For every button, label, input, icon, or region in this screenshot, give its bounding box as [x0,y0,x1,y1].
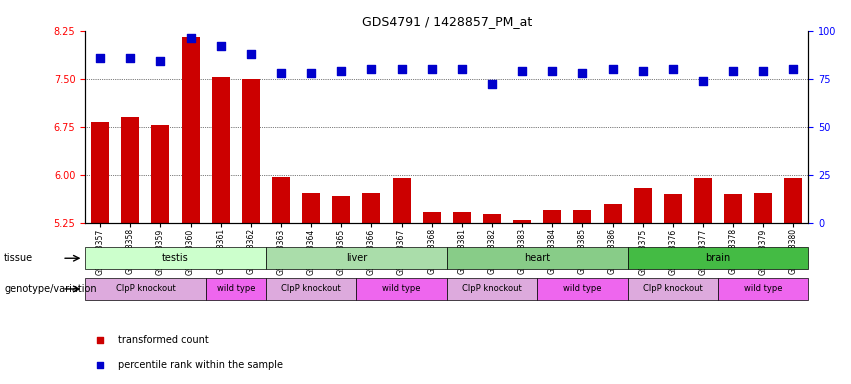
FancyBboxPatch shape [357,278,447,300]
Point [455,66,469,72]
Bar [603,204,621,223]
FancyBboxPatch shape [85,247,266,270]
Text: percentile rank within the sample: percentile rank within the sample [117,360,283,370]
Point [334,68,348,74]
Text: wild type: wild type [216,285,255,293]
Text: wild type: wild type [563,285,602,293]
Bar [363,193,380,223]
Point [305,70,318,76]
Text: ClpP knockout: ClpP knockout [282,285,341,293]
Point [757,68,770,74]
Bar [181,37,200,223]
Point [93,362,106,368]
Point [606,66,620,72]
FancyBboxPatch shape [85,278,206,300]
Point [395,66,408,72]
Text: wild type: wild type [744,285,782,293]
Point [364,66,378,72]
Text: ClpP knockout: ClpP knockout [116,285,175,293]
Bar [694,178,712,223]
FancyBboxPatch shape [447,247,627,270]
Text: ClpP knockout: ClpP knockout [643,285,703,293]
Bar [574,210,591,223]
Text: transformed count: transformed count [117,335,208,345]
Text: tissue: tissue [4,253,33,263]
Title: GDS4791 / 1428857_PM_at: GDS4791 / 1428857_PM_at [362,15,532,28]
Point [274,70,288,76]
FancyBboxPatch shape [266,247,447,270]
Bar [513,220,531,223]
FancyBboxPatch shape [447,278,537,300]
Point [244,51,258,57]
Text: genotype/variation: genotype/variation [4,284,97,294]
FancyBboxPatch shape [718,278,808,300]
Text: testis: testis [163,253,189,263]
Bar [302,193,320,223]
FancyBboxPatch shape [627,278,718,300]
Point [726,68,740,74]
Text: liver: liver [346,253,367,263]
Point [666,66,680,72]
Point [425,66,438,72]
Bar [634,187,652,223]
Bar [91,122,109,223]
Point [575,70,589,76]
FancyBboxPatch shape [627,247,808,270]
Bar [121,117,140,223]
FancyBboxPatch shape [206,278,266,300]
Point [94,55,107,61]
FancyBboxPatch shape [537,278,627,300]
Point [485,81,499,88]
Bar [423,212,441,223]
Bar [664,194,682,223]
Bar [483,214,501,223]
Text: brain: brain [705,253,731,263]
Point [636,68,649,74]
Point [545,68,559,74]
Point [214,43,227,49]
Bar [272,177,290,223]
Text: heart: heart [524,253,551,263]
Bar [785,178,802,223]
Text: ClpP knockout: ClpP knockout [462,285,522,293]
Bar [392,178,410,223]
Point [123,55,137,61]
Bar [543,210,562,223]
Bar [724,194,742,223]
Point [184,35,197,41]
Point [696,78,710,84]
Bar [453,212,471,223]
Bar [151,125,169,223]
Point [93,337,106,343]
Point [786,66,800,72]
Bar [242,79,260,223]
Bar [754,193,772,223]
Bar [212,78,230,223]
Bar [332,197,351,223]
FancyBboxPatch shape [266,278,357,300]
Point [154,58,168,65]
Text: wild type: wild type [382,285,420,293]
Point [516,68,529,74]
